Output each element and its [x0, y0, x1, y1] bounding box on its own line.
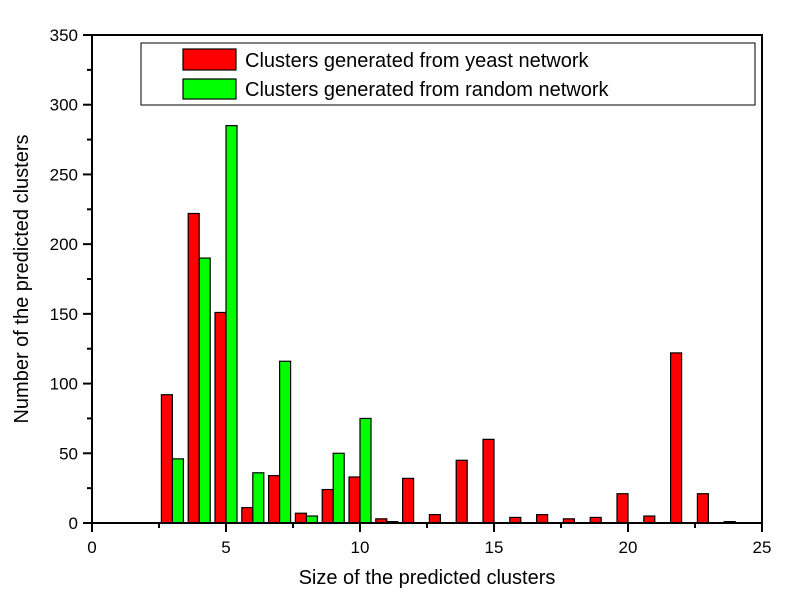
bar-yeast — [482, 438, 495, 524]
bar-yeast — [428, 514, 441, 524]
bar-yeast — [455, 459, 468, 524]
bars-group — [160, 125, 736, 524]
y-tick-label: 150 — [50, 305, 78, 324]
y-tick-label: 100 — [50, 375, 78, 394]
y-tick-label: 50 — [59, 444, 78, 463]
bar-yeast — [616, 493, 629, 524]
legend-swatch-random — [182, 78, 237, 100]
bar-yeast — [321, 488, 334, 524]
bar-yeast — [268, 474, 281, 524]
bar-yeast — [160, 394, 173, 524]
legend: Clusters generated from yeast network Cl… — [140, 42, 756, 106]
y-tick-label: 200 — [50, 235, 78, 254]
y-axis-title: Number of the predicted clusters — [11, 134, 33, 423]
legend-label-random: Clusters generated from random network — [245, 79, 609, 101]
bar-yeast — [643, 515, 656, 524]
x-tick-label: 0 — [87, 538, 96, 557]
bar-yeast — [241, 507, 254, 524]
bar-yeast — [402, 477, 415, 524]
bar-random — [225, 125, 238, 524]
y-tick-label: 0 — [69, 514, 78, 533]
legend-label-yeast: Clusters generated from yeast network — [245, 50, 589, 72]
bar-yeast — [294, 512, 307, 524]
bar-random — [305, 515, 318, 524]
bar-yeast — [348, 476, 361, 524]
x-tick-label: 15 — [485, 538, 504, 557]
bar-random — [252, 472, 265, 524]
y-tick-label: 250 — [50, 165, 78, 184]
bar-yeast — [214, 311, 227, 524]
bar-random — [198, 257, 211, 524]
bar-random — [279, 360, 292, 524]
bar-yeast — [535, 514, 549, 524]
y-tick-label: 350 — [50, 26, 78, 45]
bar-random — [359, 417, 372, 524]
x-tick-label: 5 — [221, 538, 230, 557]
legend-box — [140, 42, 756, 106]
bar-random — [332, 452, 345, 524]
legend-swatch-yeast — [182, 48, 237, 71]
y-tick-label: 300 — [50, 96, 78, 115]
bar-yeast — [187, 212, 200, 524]
x-axis-title: Size of the predicted clusters — [299, 567, 556, 589]
x-tick-label: 25 — [753, 538, 772, 557]
x-tick-label: 20 — [619, 538, 638, 557]
x-tick-label: 10 — [351, 538, 370, 557]
bar-yeast — [669, 352, 683, 524]
bar-yeast — [696, 493, 710, 524]
plot-frame — [91, 34, 763, 524]
bar-random — [171, 458, 184, 524]
